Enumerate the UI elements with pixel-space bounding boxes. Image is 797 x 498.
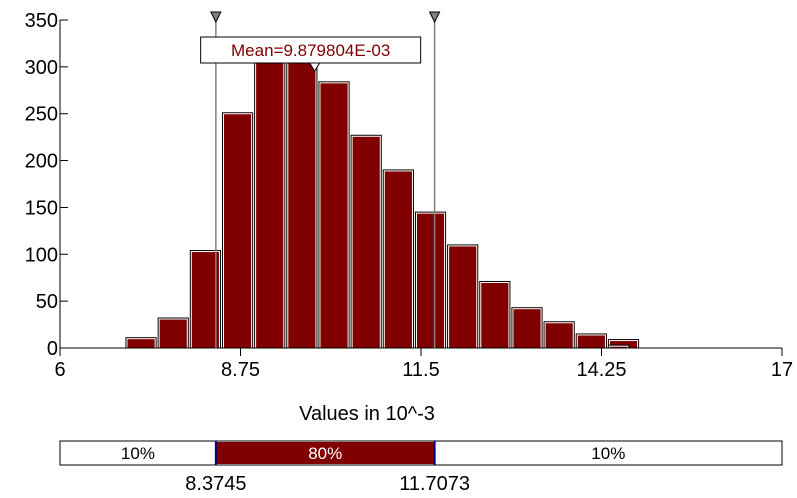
mean-marker-icon (308, 62, 321, 72)
histogram-bar (382, 169, 414, 349)
histogram-bar (575, 333, 607, 349)
histogram-bar (414, 211, 447, 349)
histogram-bar (254, 48, 286, 349)
middle-percent-label: 80% (308, 444, 342, 463)
x-axis-ticks: 6 8.75 11.5 14.25 17 (54, 348, 793, 381)
y-tick-label: 200 (25, 151, 58, 173)
histogram-bar (447, 244, 479, 349)
x-axis-label: Values in 10^-3 (299, 403, 435, 425)
histogram-bar (479, 280, 511, 349)
x-tick-label: 6 (54, 359, 65, 381)
delimiter-handle-icon[interactable] (210, 11, 222, 24)
histogram-bar (543, 321, 575, 349)
delimiter-handle-icon[interactable] (428, 11, 441, 24)
delimiter-bar-middle-segment (215, 442, 435, 464)
y-tick-label: 100 (25, 244, 58, 266)
y-tick-label: 50 (36, 291, 58, 313)
histogram-bar (125, 337, 157, 349)
x-tick-label: 14.25 (576, 359, 626, 381)
histogram-bar (221, 112, 254, 349)
y-tick-label: 150 (25, 197, 58, 219)
x-tick-label: 17 (771, 359, 793, 381)
right-percent-label: 10% (591, 444, 625, 463)
y-tick-label: 250 (25, 104, 58, 126)
delimiter-lines (210, 11, 441, 348)
y-tick-label: 300 (25, 57, 58, 79)
histogram-bar (318, 81, 350, 349)
y-tick-label: 350 (25, 10, 58, 32)
x-tick-label: 8.75 (221, 359, 260, 381)
mean-annotation: Mean=9.879804E-03 (200, 36, 422, 72)
lower-delimiter-value: 8.3745 (185, 473, 246, 495)
histogram-bar (350, 134, 382, 349)
histogram-bars (125, 48, 640, 349)
histogram-bar (511, 307, 543, 349)
histogram-bar (157, 317, 189, 349)
y-axis-ticks: 0 50 100 150 200 250 300 350 (25, 10, 68, 360)
upper-delimiter-value: 11.7073 (399, 473, 470, 495)
mean-label-box (200, 36, 422, 64)
y-tick-label: 0 (47, 338, 58, 360)
x-tick-label: 11.5 (402, 359, 439, 381)
histogram-bar (286, 56, 318, 349)
mean-label: Mean=9.879804E-03 (231, 41, 390, 60)
left-percent-label: 10% (121, 444, 155, 463)
delimiter-percent-bar: 10% 80% 10% 8.3745 11.7073 (59, 440, 783, 495)
